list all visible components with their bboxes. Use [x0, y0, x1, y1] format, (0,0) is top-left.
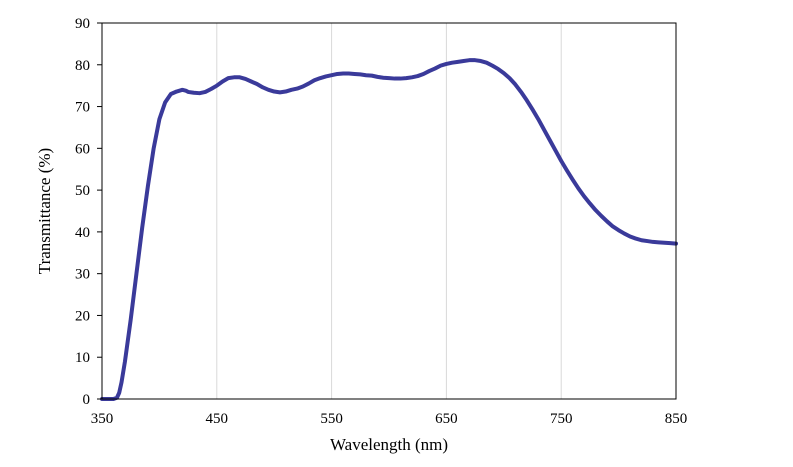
y-tick-label: 40	[75, 225, 90, 241]
x-tick-label: 850	[665, 411, 688, 427]
y-tick-label: 50	[75, 183, 90, 199]
y-tick-label: 10	[75, 350, 90, 366]
plot-frame	[101, 22, 677, 400]
x-tick-label: 350	[91, 411, 114, 427]
transmittance-series-line	[100, 58, 678, 401]
y-tick-label: 70	[75, 100, 90, 116]
y-tick-label: 60	[75, 141, 90, 157]
x-axis-title: Wavelength (nm)	[330, 435, 448, 454]
y-axis-title: Transmittance (%)	[35, 148, 54, 274]
x-axis-ticks: 350 450 550 650 750 850	[91, 411, 688, 427]
x-tick-label: 650	[435, 411, 458, 427]
y-tick-label: 20	[75, 308, 90, 324]
x-tick-label: 550	[320, 411, 343, 427]
y-tick-label: 0	[83, 392, 91, 408]
x-tick-label: 750	[550, 411, 573, 427]
y-tick-label: 90	[75, 16, 90, 32]
y-axis-ticks: 0 10 20 30 40 50 60 70 80 90	[75, 16, 102, 408]
series-layer	[100, 58, 678, 401]
x-tick-label: 450	[206, 411, 229, 427]
y-tick-label: 80	[75, 58, 90, 74]
y-tick-label: 30	[75, 267, 90, 283]
grid-layer	[216, 23, 562, 399]
